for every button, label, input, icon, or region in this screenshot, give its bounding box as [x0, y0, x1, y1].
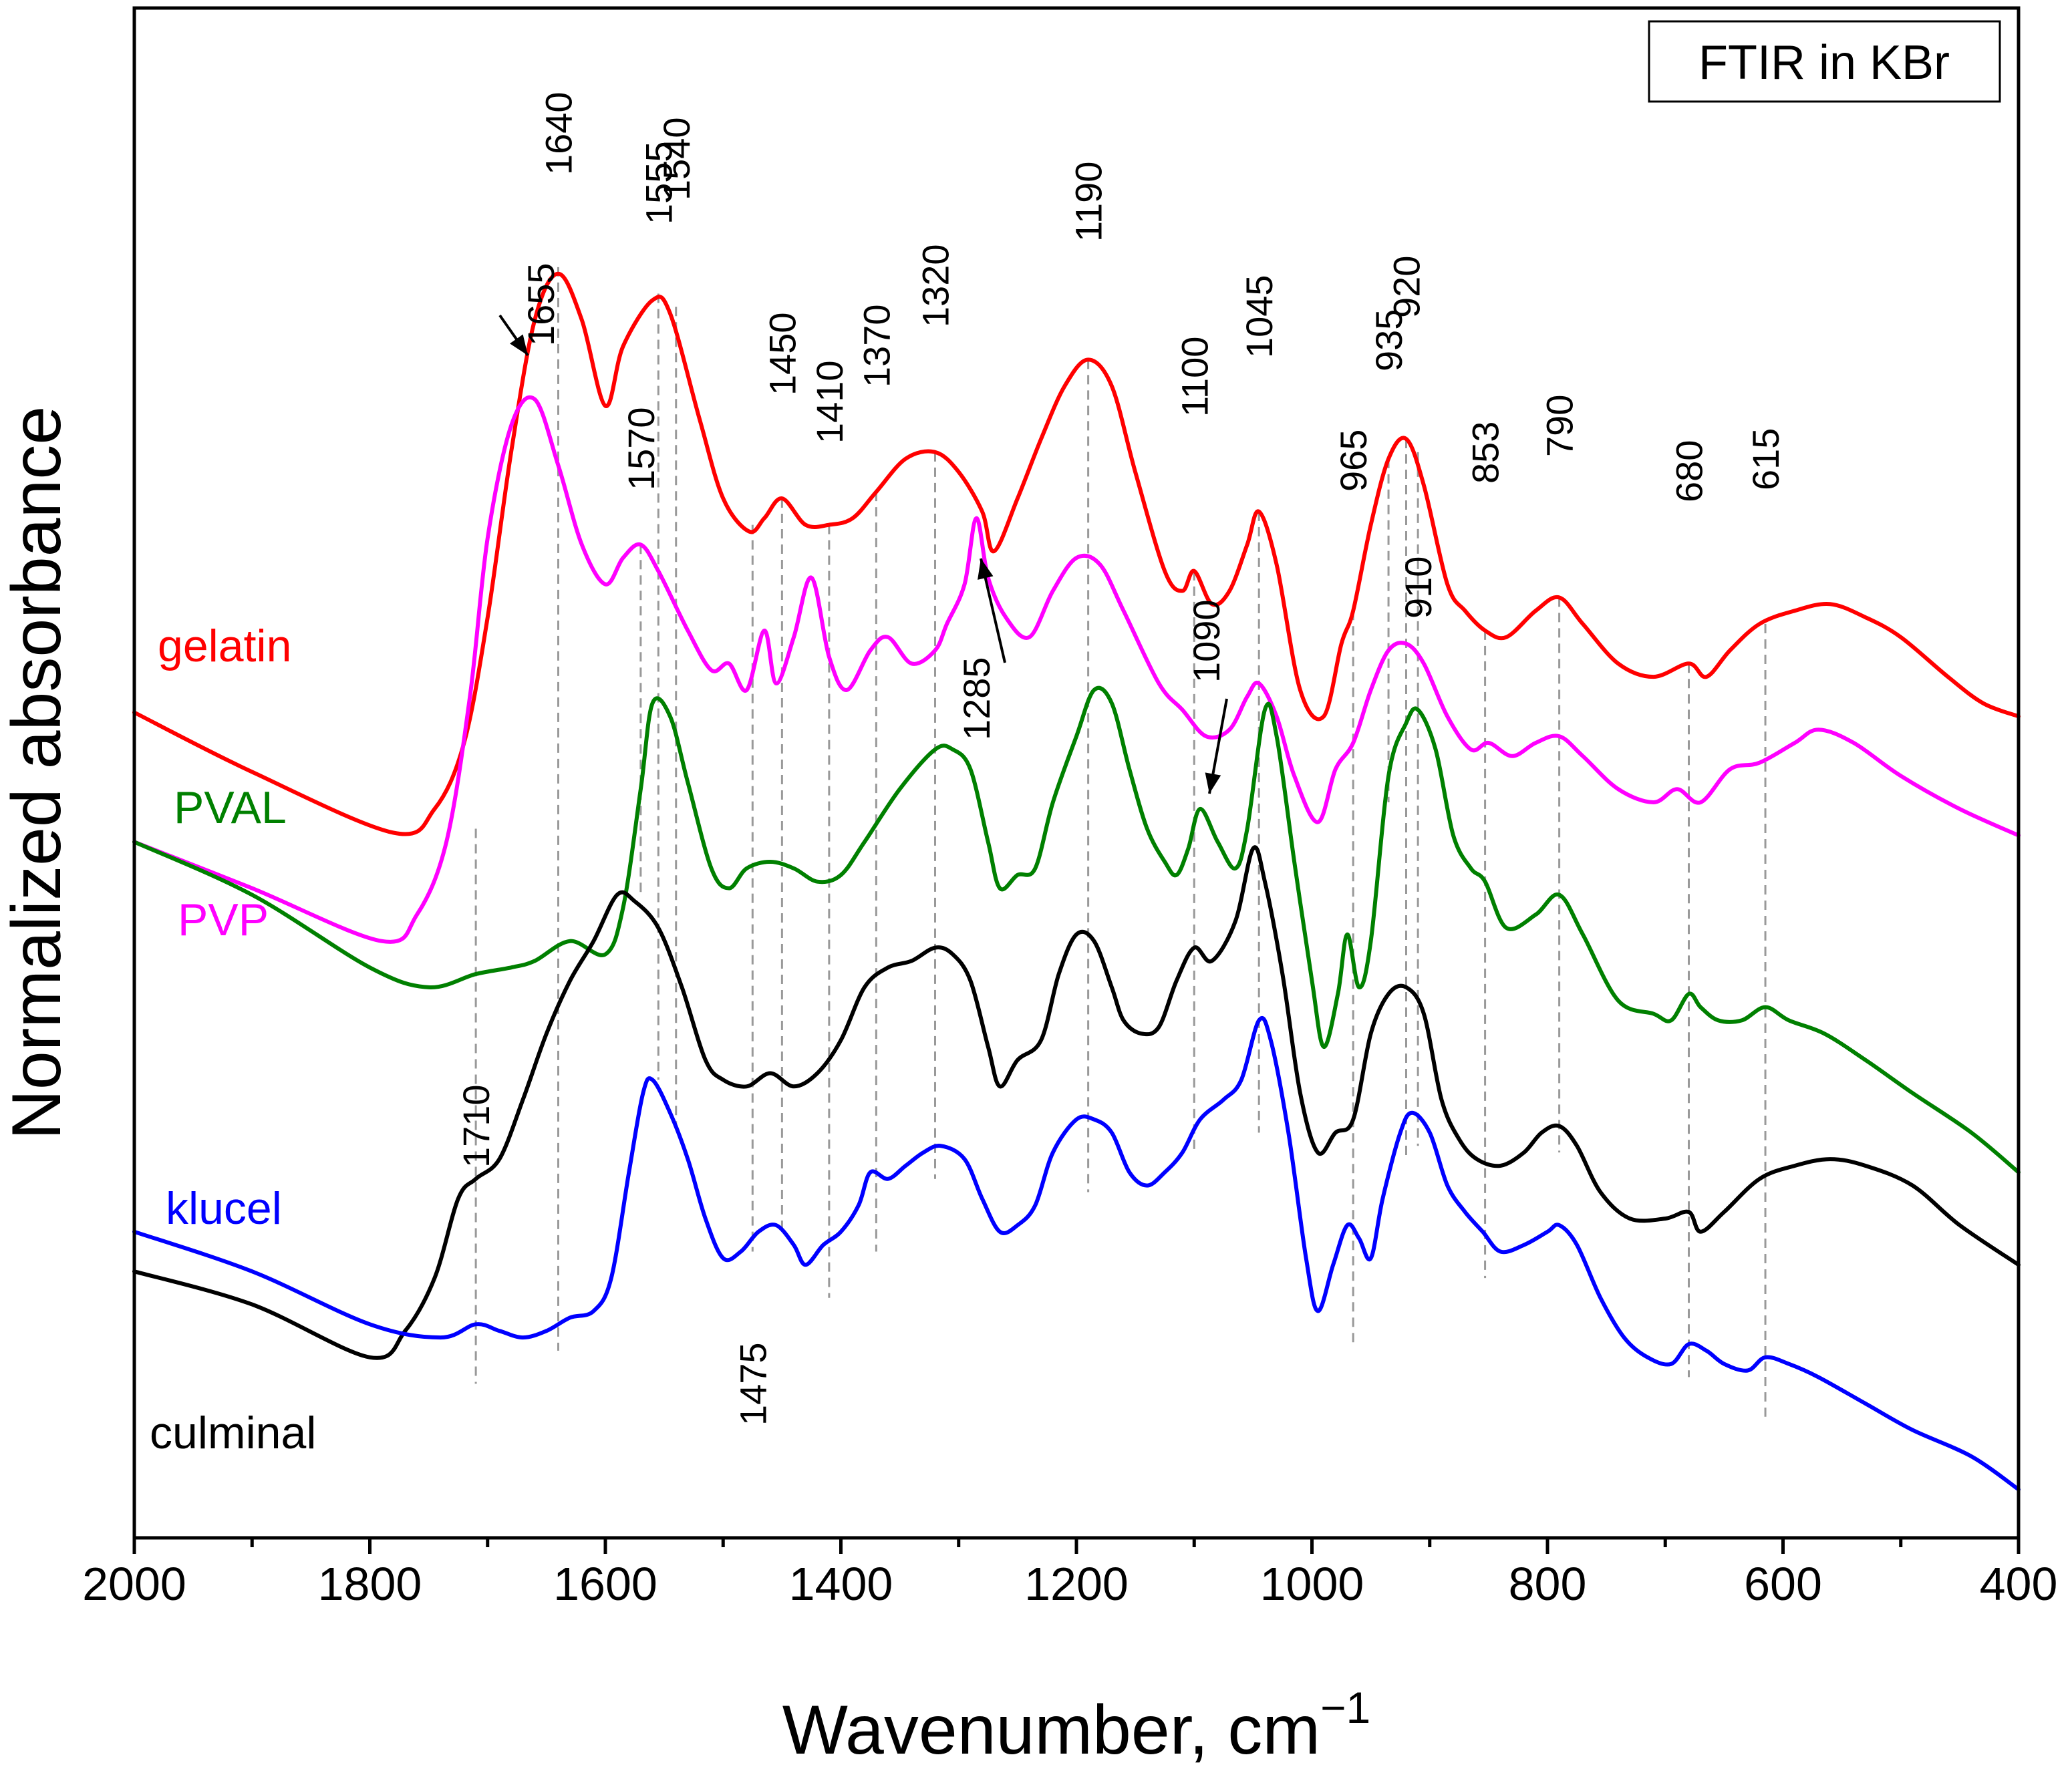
x-tick-label: 1000 — [1260, 1558, 1364, 1610]
peak-label-965: 965 — [1332, 430, 1374, 492]
peak-label-1100: 1100 — [1173, 337, 1215, 417]
peak-label-1410: 1410 — [808, 360, 851, 444]
series-label-pval: PVAL — [174, 782, 287, 833]
x-axis-ticks: 2000 1800 1600 1400 1200 1000 800 600 400 — [82, 1538, 2057, 1610]
x-tick-label: 800 — [1509, 1558, 1587, 1610]
peak-label-1450: 1450 — [761, 312, 803, 395]
peak-label-910: 910 — [1397, 556, 1439, 619]
peak-label-1570: 1570 — [620, 407, 662, 490]
peak-label-680: 680 — [1668, 440, 1711, 502]
peak-label-1540: 1540 — [655, 117, 698, 200]
legend-box: FTIR in KBr — [1648, 20, 2001, 103]
x-tick-label: 400 — [1980, 1558, 2058, 1610]
peak-label-1555: 1555 — [637, 141, 680, 224]
series-line-culminal — [132, 845, 2021, 1360]
legend-text: FTIR in KBr — [1698, 36, 1950, 90]
arrow-1655-head — [509, 334, 528, 355]
peak-label-1045: 1045 — [1238, 275, 1280, 358]
arrow-1090-head — [1205, 772, 1221, 794]
series-line-pval — [132, 685, 2021, 1174]
series-label-pvp: PVP — [178, 895, 269, 945]
series-label-culminal: culminal — [150, 1408, 316, 1458]
x-tick-label: 600 — [1744, 1558, 1822, 1610]
x-tick-label: 1600 — [553, 1558, 657, 1610]
series-label-gelatin: gelatin — [158, 621, 291, 671]
peak-label-1710: 1710 — [455, 1084, 497, 1168]
peak-guide-lines — [474, 267, 1767, 1417]
y-axis-title: Normalized absorbance — [0, 406, 76, 1140]
peak-label-790: 790 — [1539, 395, 1581, 457]
series-line-pvp — [132, 395, 2021, 944]
peak-label-1370: 1370 — [855, 304, 897, 387]
peak-label-1475: 1475 — [732, 1342, 774, 1426]
x-axis-title-text: Wavenumber, cm — [782, 1691, 1320, 1769]
series-line-gelatin — [132, 271, 2021, 836]
peak-label-920: 920 — [1386, 256, 1428, 318]
x-tick-label: 1400 — [789, 1558, 893, 1610]
x-axis-title: Wavenumber, cm−1 — [782, 1683, 1371, 1769]
spectra-series — [132, 271, 2021, 1492]
peak-label-853: 853 — [1465, 422, 1507, 484]
series-label-klucel: klucel — [166, 1183, 282, 1234]
peak-label-1655: 1655 — [520, 263, 562, 346]
x-tick-label: 1800 — [318, 1558, 422, 1610]
peak-label-1640: 1640 — [538, 92, 580, 175]
arrow-1285-head — [978, 558, 994, 580]
peak-label-935: 935 — [1368, 309, 1410, 371]
x-tick-label: 2000 — [82, 1558, 186, 1610]
peak-label-615: 615 — [1745, 428, 1787, 490]
peak-label-1190: 1190 — [1068, 162, 1110, 242]
x-axis-title-superscript: −1 — [1320, 1683, 1370, 1732]
series-line-klucel — [132, 1015, 2021, 1492]
peak-arrows — [498, 314, 1228, 794]
peak-label-1285: 1285 — [955, 657, 998, 740]
x-tick-label: 1200 — [1024, 1558, 1129, 1610]
peak-label-1320: 1320 — [915, 244, 957, 327]
peak-label-1090: 1090 — [1185, 599, 1227, 683]
